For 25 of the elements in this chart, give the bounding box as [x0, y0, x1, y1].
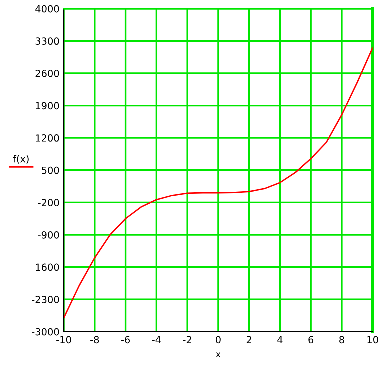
y-axis-title: f(x) [13, 155, 29, 164]
y-tick-label: -200 [38, 199, 60, 207]
x-axis-title: x [216, 352, 221, 358]
x-tick-label: -2 [183, 336, 192, 344]
x-tick-label: 6 [308, 336, 314, 344]
y-tick-label: 3300 [36, 38, 60, 46]
x-tick-label: 10 [368, 336, 378, 344]
y-tick-label: 1900 [36, 102, 60, 110]
x-tick-label: 2 [246, 336, 252, 344]
y-tick-label: -900 [38, 231, 60, 239]
y-tick-label: -2300 [32, 296, 60, 304]
y-tick-label: 1200 [36, 134, 60, 142]
y-tick-label: 2600 [36, 70, 60, 78]
line-series [64, 47, 373, 319]
y-tick-label: 500 [42, 166, 60, 174]
y-tick-label: -3000 [32, 328, 60, 336]
x-tick-label: -4 [152, 336, 161, 344]
x-tick-label: -8 [90, 336, 100, 344]
y-tick-label: 1600 [36, 264, 60, 272]
x-tick-label: -10 [56, 336, 72, 344]
x-tick-label: 8 [340, 336, 344, 344]
x-tick-label: 4 [278, 336, 283, 344]
x-tick-label: 0 [216, 336, 221, 344]
y-tick-label: 4000 [36, 5, 60, 13]
x-tick-label: -6 [121, 336, 130, 344]
